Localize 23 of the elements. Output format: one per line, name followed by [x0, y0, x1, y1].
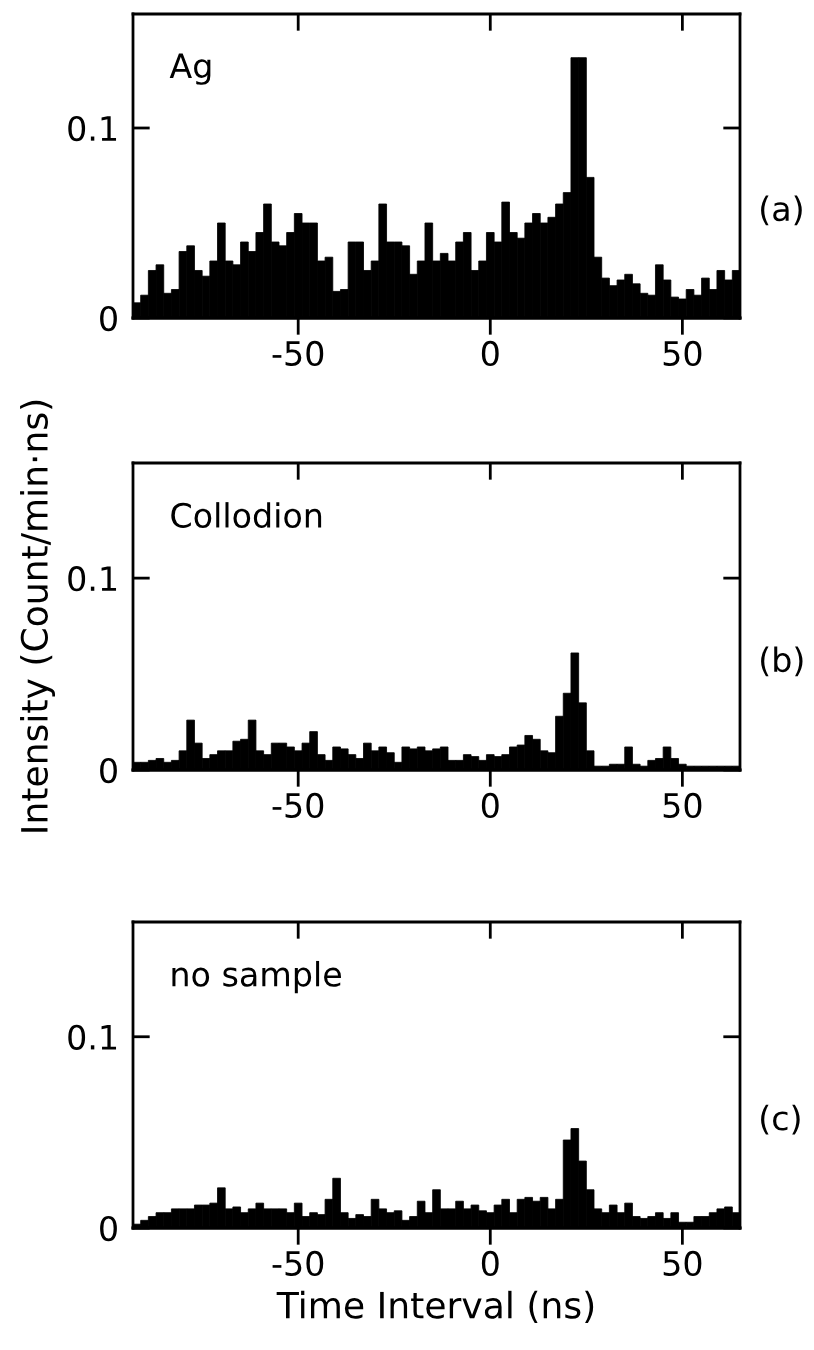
- y-tick-label: 0.1: [68, 566, 117, 592]
- text: (a): [761, 195, 802, 226]
- x-tick-label: 0: [481, 1250, 499, 1277]
- y-tick-label: 0: [100, 305, 117, 332]
- annotation: Collodion: [171, 502, 322, 528]
- x-tick-label: -50: [272, 1250, 324, 1277]
- text: (b): [761, 646, 803, 677]
- y-tick-label: 0.1: [68, 1024, 117, 1050]
- annotation: no sample: [172, 960, 341, 994]
- y-tick-label: 0.1: [68, 115, 117, 142]
- text: (c): [761, 1104, 800, 1135]
- annotation: Ag: [169, 53, 211, 85]
- x-tick-label: 50: [663, 792, 702, 819]
- y-tick-label: 0: [100, 757, 117, 784]
- x-tick-label: 50: [663, 1250, 702, 1277]
- x-tick-label: 0: [481, 340, 499, 367]
- y-tick-label: 0: [100, 1215, 117, 1242]
- y-axis-title: Intensity (Count/min·ns): [20, 400, 55, 832]
- x-tick-label: 50: [663, 340, 702, 367]
- x-tick-label: -50: [272, 792, 324, 819]
- x-tick-label: -50: [272, 340, 324, 367]
- x-tick-label: 0: [481, 792, 499, 819]
- x-axis-title: Time Interval (ns): [276, 1290, 594, 1324]
